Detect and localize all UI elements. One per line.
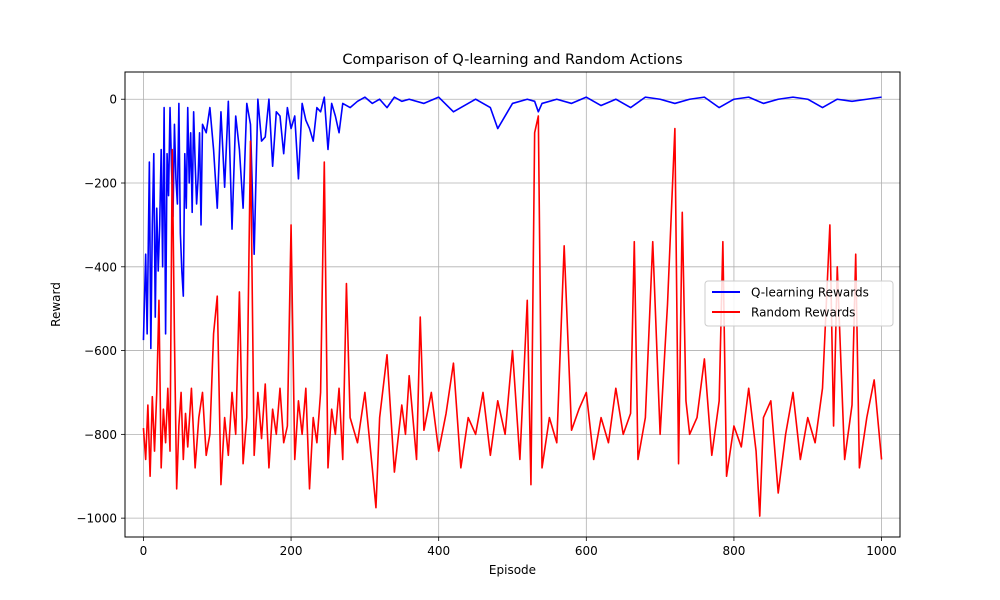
plot-area-frame — [124, 71, 901, 538]
y-axis-label: Reward — [49, 282, 63, 327]
x-tick-label: 800 — [722, 544, 745, 558]
y-tick-label: −600 — [84, 344, 117, 358]
x-tick-label: 200 — [280, 544, 303, 558]
axis-ticks: 0 200 400 600 800 1000 0 −200 −400 −600 −800 −1000 — [76, 93, 896, 558]
legend-label-q-learning: Q-learning Rewards — [751, 286, 869, 300]
x-axis-label: Episode — [489, 563, 536, 577]
y-tick-label: −800 — [84, 428, 117, 442]
y-tick-label: −1000 — [76, 512, 117, 526]
legend: Q-learning Rewards Random Rewards — [704, 280, 894, 327]
legend-label-random: Random Rewards — [751, 306, 855, 320]
x-tick-label: 1000 — [866, 544, 897, 558]
x-tick-label: 400 — [427, 544, 450, 558]
y-tick-label: 0 — [109, 93, 117, 107]
x-tick-label: 600 — [575, 544, 598, 558]
series-line-q-learning — [142, 96, 882, 350]
x-tick-label: 0 — [140, 544, 148, 558]
y-tick-label: −200 — [84, 177, 117, 191]
chart-title: Comparison of Q-learning and Random Acti… — [342, 52, 682, 68]
y-tick-label: −400 — [84, 260, 117, 274]
legend-box — [704, 280, 894, 327]
